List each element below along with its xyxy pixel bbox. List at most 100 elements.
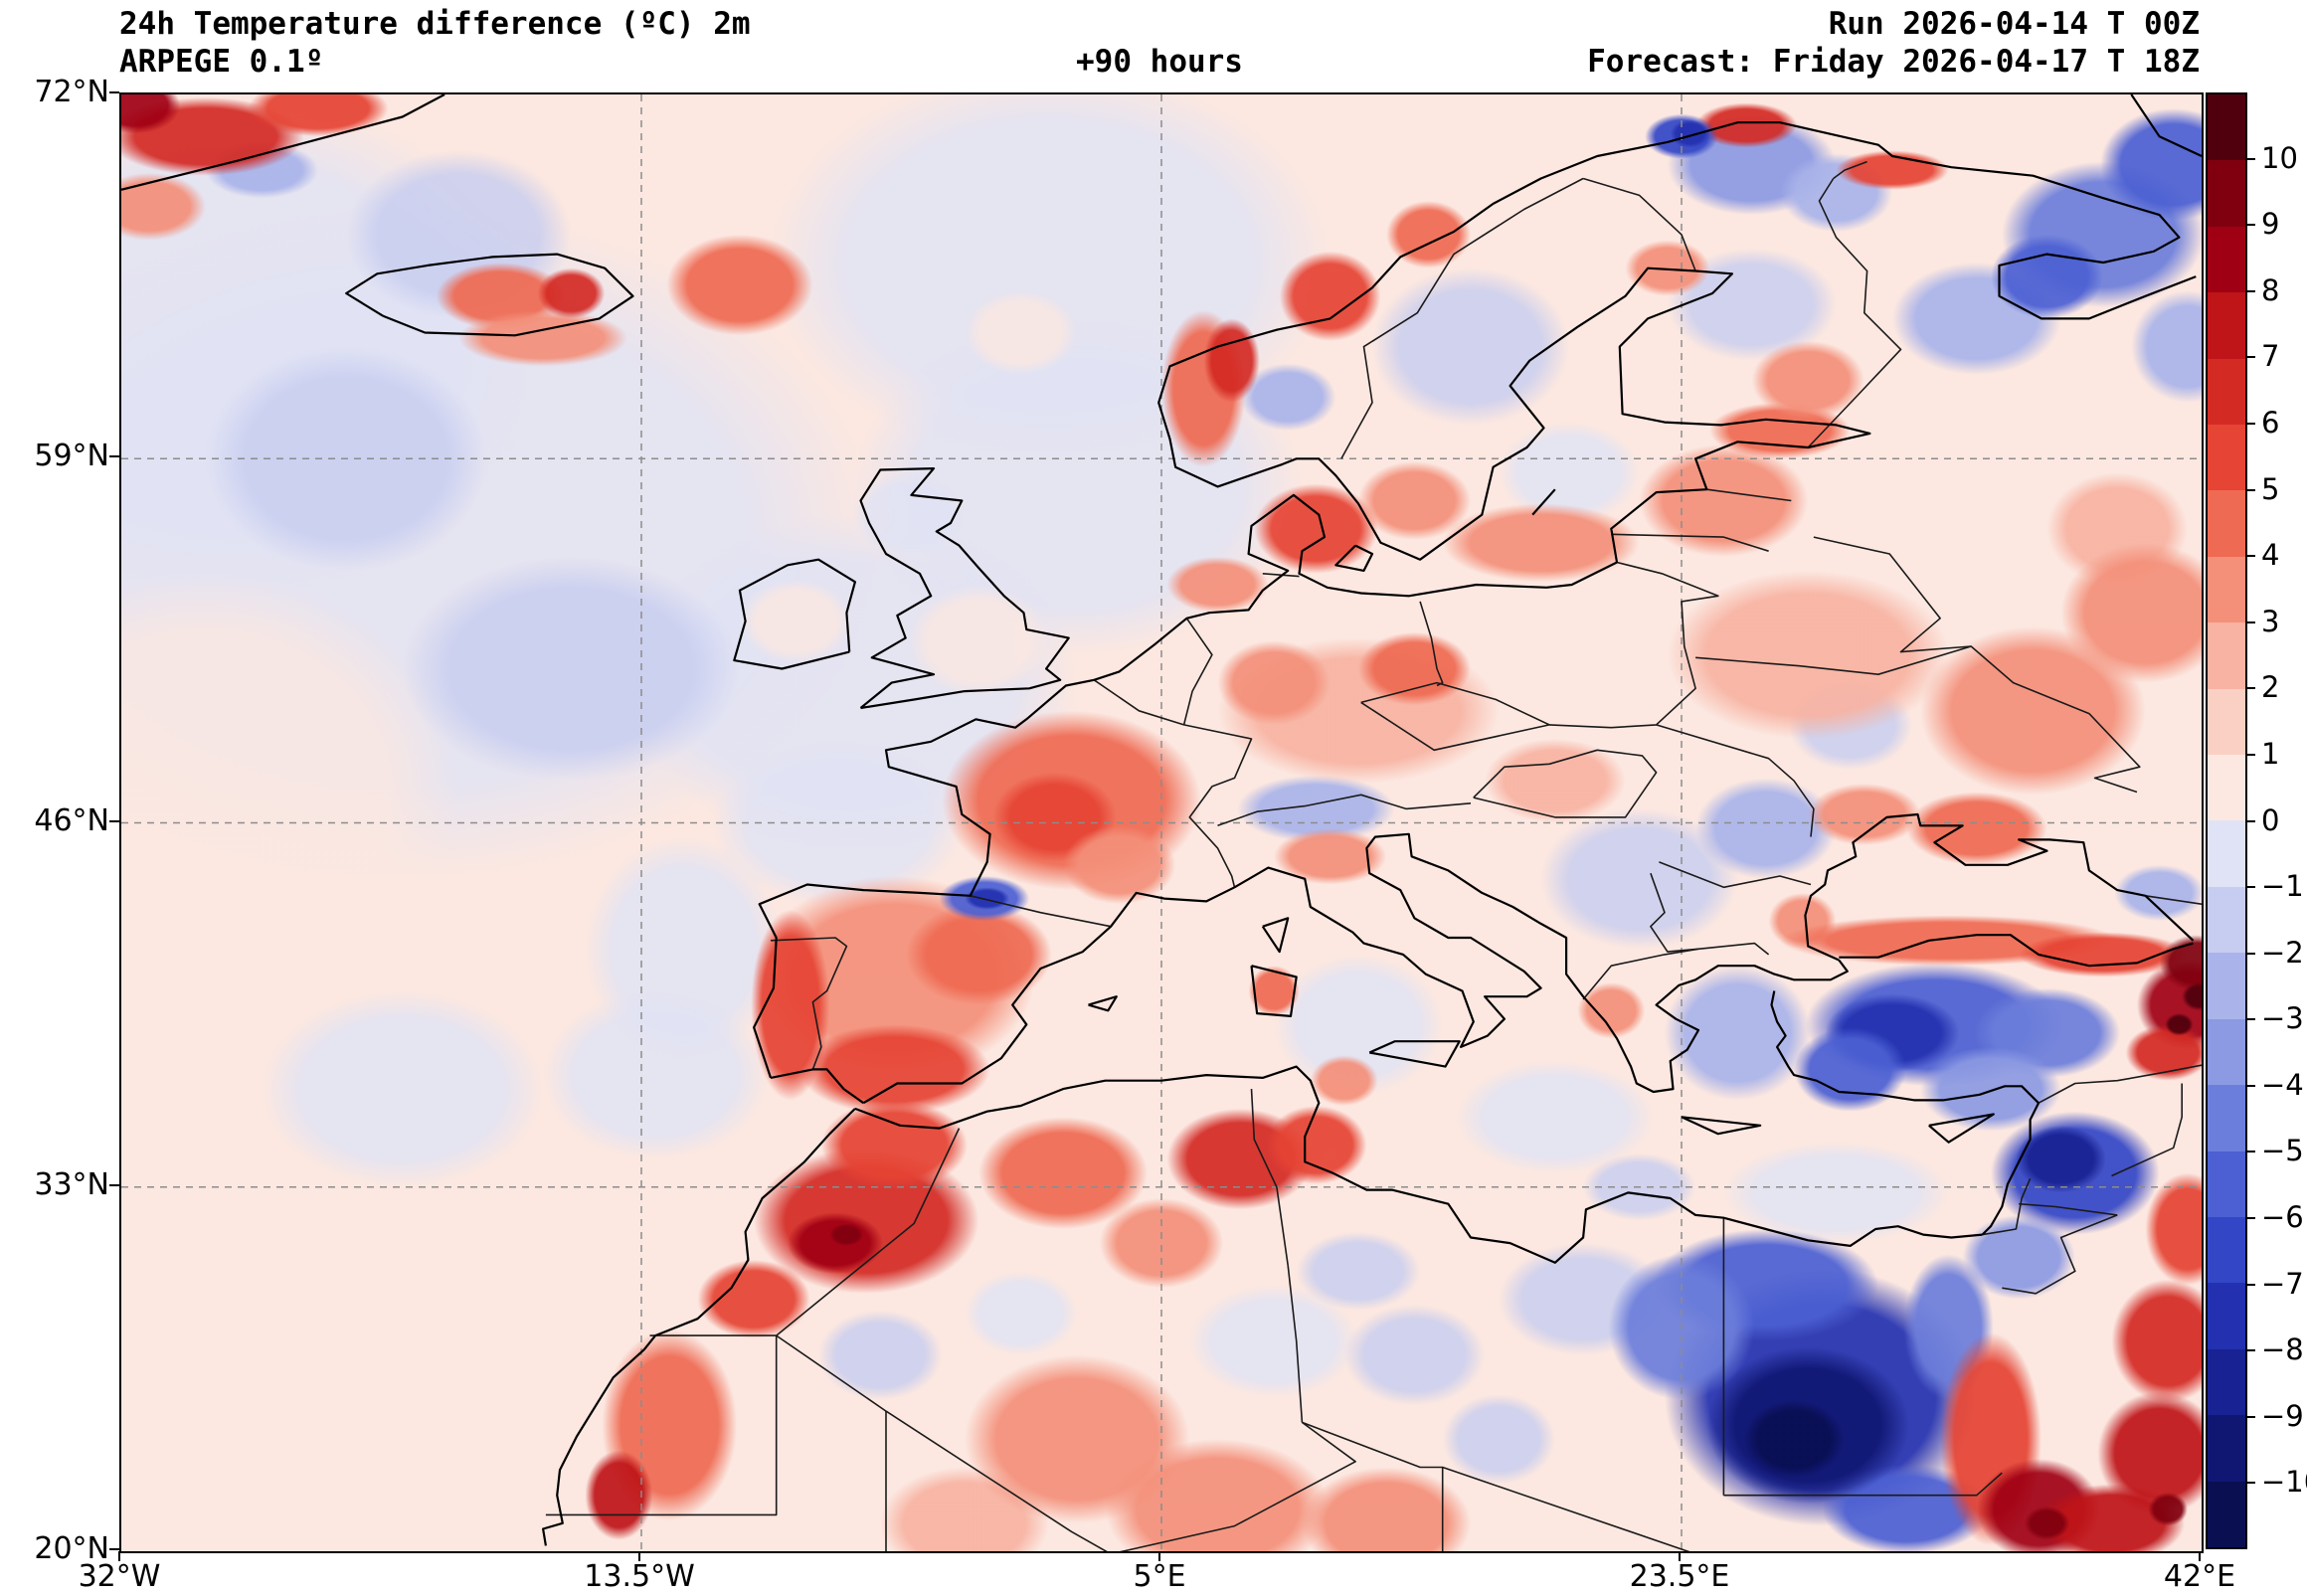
colorbar-tick-label: −4 xyxy=(2261,1067,2304,1102)
map-title: 24h Temperature difference (ºC) 2m xyxy=(119,6,751,42)
lon-tick-mark xyxy=(1158,1551,1160,1561)
lon-tick-label: 13.5°W xyxy=(584,1559,695,1594)
country-border xyxy=(1360,681,1550,752)
lon-tick-label: 5°E xyxy=(1133,1559,1186,1594)
map-plot-area xyxy=(119,92,2204,1553)
colorbar-tick-label: −9 xyxy=(2261,1398,2304,1433)
coastline xyxy=(859,467,1070,710)
colorbar xyxy=(2206,92,2247,1549)
country-border xyxy=(770,937,848,1070)
colorbar-band xyxy=(2208,622,2245,689)
lat-tick-label: 59°N xyxy=(34,439,109,474)
country-border xyxy=(1549,561,1719,729)
coastline xyxy=(1770,990,2041,1236)
country-border xyxy=(1723,1472,2003,1497)
coastline xyxy=(121,94,445,191)
coastlines-borders-grid-overlay xyxy=(121,94,2202,1551)
coastline xyxy=(1839,934,2194,968)
colorbar-tick-label: 9 xyxy=(2261,207,2280,242)
colorbar-tick-label: 5 xyxy=(2261,471,2280,506)
colorbar-tick-mark xyxy=(2247,819,2255,822)
lon-tick-mark xyxy=(2199,1551,2201,1561)
colorbar-band xyxy=(2208,1216,2245,1284)
colorbar-tick-label: 7 xyxy=(2261,339,2280,374)
coastline xyxy=(345,253,634,337)
colorbar-band xyxy=(2208,490,2245,557)
colorbar-tick-mark xyxy=(2247,555,2255,558)
colorbar-tick-label: 0 xyxy=(2261,802,2280,837)
model-label: ARPEGE 0.1º xyxy=(119,44,324,80)
colorbar-tick-mark xyxy=(2247,356,2255,359)
colorbar-tick-mark xyxy=(2247,1415,2255,1418)
country-border xyxy=(1650,872,1770,956)
colorbar-tick-label: −1 xyxy=(2261,869,2304,904)
colorbar-band xyxy=(2208,953,2245,1019)
country-border xyxy=(1807,178,1902,448)
colorbar-tick-label: 8 xyxy=(2261,272,2280,307)
colorbar-band xyxy=(2208,1283,2245,1349)
colorbar-tick-label: −8 xyxy=(2261,1332,2304,1367)
country-border xyxy=(1287,1265,1304,1423)
colorbar-band xyxy=(2208,755,2245,821)
lat-tick-mark xyxy=(109,1548,119,1550)
coastline xyxy=(2130,94,2202,157)
country-border xyxy=(776,1128,961,1336)
colorbar-tick-mark xyxy=(2247,157,2255,160)
colorbar-band xyxy=(2208,820,2245,887)
colorbar-tick-mark xyxy=(2247,1482,2255,1485)
lon-tick-mark xyxy=(118,1551,120,1561)
country-border xyxy=(1340,177,1584,459)
lat-tick-label: 20°N xyxy=(34,1531,109,1566)
colorbar-band xyxy=(2208,1085,2245,1152)
colorbar-band xyxy=(2208,160,2245,227)
colorbar-tick-mark xyxy=(2247,1283,2255,1286)
colorbar-tick-mark xyxy=(2247,1217,2255,1220)
country-border xyxy=(2019,1202,2118,1216)
lead-time-label: +90 hours xyxy=(1076,44,1243,80)
country-border xyxy=(545,1335,778,1516)
colorbar-band xyxy=(2208,1018,2245,1086)
lon-tick-mark xyxy=(638,1551,640,1561)
country-border xyxy=(1833,160,1867,180)
colorbar-band xyxy=(2208,94,2245,161)
lat-tick-label: 46°N xyxy=(34,802,109,838)
coastline xyxy=(1088,995,1118,1012)
coastline xyxy=(862,832,1849,1105)
colorbar-tick-mark xyxy=(2247,886,2255,889)
country-border xyxy=(2111,1083,2183,1177)
country-border xyxy=(1093,679,1253,888)
country-border xyxy=(1473,749,1658,818)
colorbar-tick-label: 1 xyxy=(2261,736,2280,771)
colorbar-band xyxy=(2208,556,2245,623)
forecast-label: Forecast: Friday 2026-04-17 T 18Z xyxy=(1587,44,2200,80)
colorbar-tick-mark xyxy=(2247,488,2255,491)
colorbar-tick-label: 3 xyxy=(2261,604,2280,638)
colorbar-band xyxy=(2208,292,2245,359)
country-border xyxy=(1582,177,1696,271)
coastline xyxy=(1681,1116,1762,1136)
colorbar-band xyxy=(2208,1415,2245,1482)
lon-tick-label: 42°E xyxy=(2163,1559,2236,1594)
coastline xyxy=(1368,1040,1461,1068)
colorbar-tick-label: −10 xyxy=(2261,1465,2307,1500)
colorbar-band xyxy=(2208,425,2245,491)
country-border xyxy=(1982,1177,2032,1236)
colorbar-tick-mark xyxy=(2247,753,2255,756)
colorbar-tick-mark xyxy=(2247,422,2255,425)
coastline xyxy=(1804,812,2195,962)
run-label: Run 2026-04-14 T 00Z xyxy=(1828,6,2200,42)
country-border xyxy=(1419,601,1444,687)
country-border xyxy=(1611,533,1769,552)
colorbar-tick-label: −3 xyxy=(2261,1001,2304,1036)
lon-tick-label: 32°W xyxy=(78,1559,161,1594)
coastline xyxy=(770,1068,864,1105)
colorbar-tick-label: 6 xyxy=(2261,405,2280,440)
coastline xyxy=(1334,544,1374,572)
colorbar-tick-label: −5 xyxy=(2261,1134,2304,1168)
colorbar-tick-label: −2 xyxy=(2261,935,2304,970)
colorbar-band xyxy=(2208,886,2245,954)
coastline xyxy=(542,1108,856,1546)
colorbar-tick-mark xyxy=(2247,952,2255,955)
country-border xyxy=(776,1334,1108,1551)
country-border xyxy=(1250,1089,1289,1266)
